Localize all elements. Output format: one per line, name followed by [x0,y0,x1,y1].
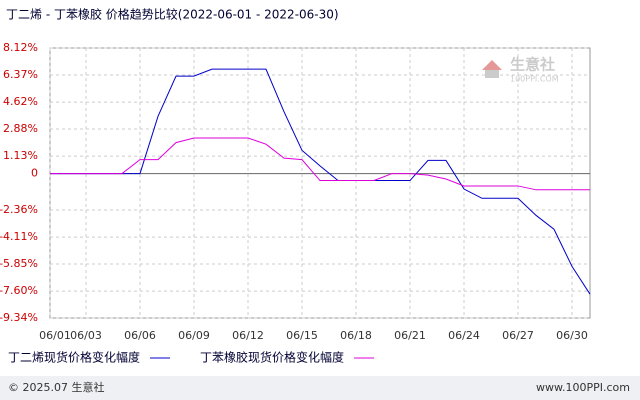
x-tick-label: 06/01 [39,329,71,342]
chart-title: 丁二烯 - 丁苯橡胶 价格趋势比较(2022-06-01 - 2022-06-3… [6,7,339,22]
y-tick-label: 0 [31,167,38,180]
footer-left: © 2025.07 生意社 [8,380,104,394]
x-tick-label: 06/15 [286,329,318,342]
x-tick-label: 06/30 [556,329,588,342]
x-tick-label: 06/03 [70,329,102,342]
x-tick-label: 06/24 [448,329,480,342]
x-tick-label: 06/06 [124,329,156,342]
x-tick-label: 06/21 [394,329,426,342]
y-tick-label: 2.88% [3,122,38,135]
x-tick-label: 06/27 [502,329,534,342]
legend-label: 丁苯橡胶现货价格变化幅度 [200,350,344,365]
series-line [50,68,591,295]
watermark-sub: 100PPI.COM [510,75,559,84]
y-tick-label: 1.13% [3,149,38,162]
footer-right: www.100PPI.com [536,381,630,394]
watermark: 生意社 100PPI.COM [482,56,559,84]
y-tick-label: -2.36% [0,203,38,216]
legend-label: 丁二烯现货价格变化幅度 [8,350,140,365]
y-tick-label: -4.11% [0,230,38,243]
y-tick-label: -5.85% [0,257,38,270]
watermark-text: 生意社 [510,56,555,74]
y-tick-label: 6.37% [3,68,38,81]
y-tick-label: -7.60% [0,284,38,297]
y-tick-label: -9.34% [0,311,38,324]
y-tick-label: 4.62% [3,95,38,108]
x-tick-label: 06/09 [178,329,210,342]
y-tick-label: 8.12% [3,41,38,54]
footer [0,376,640,400]
series-line [50,137,590,191]
x-tick-label: 06/12 [232,329,264,342]
x-tick-label: 06/18 [340,329,372,342]
